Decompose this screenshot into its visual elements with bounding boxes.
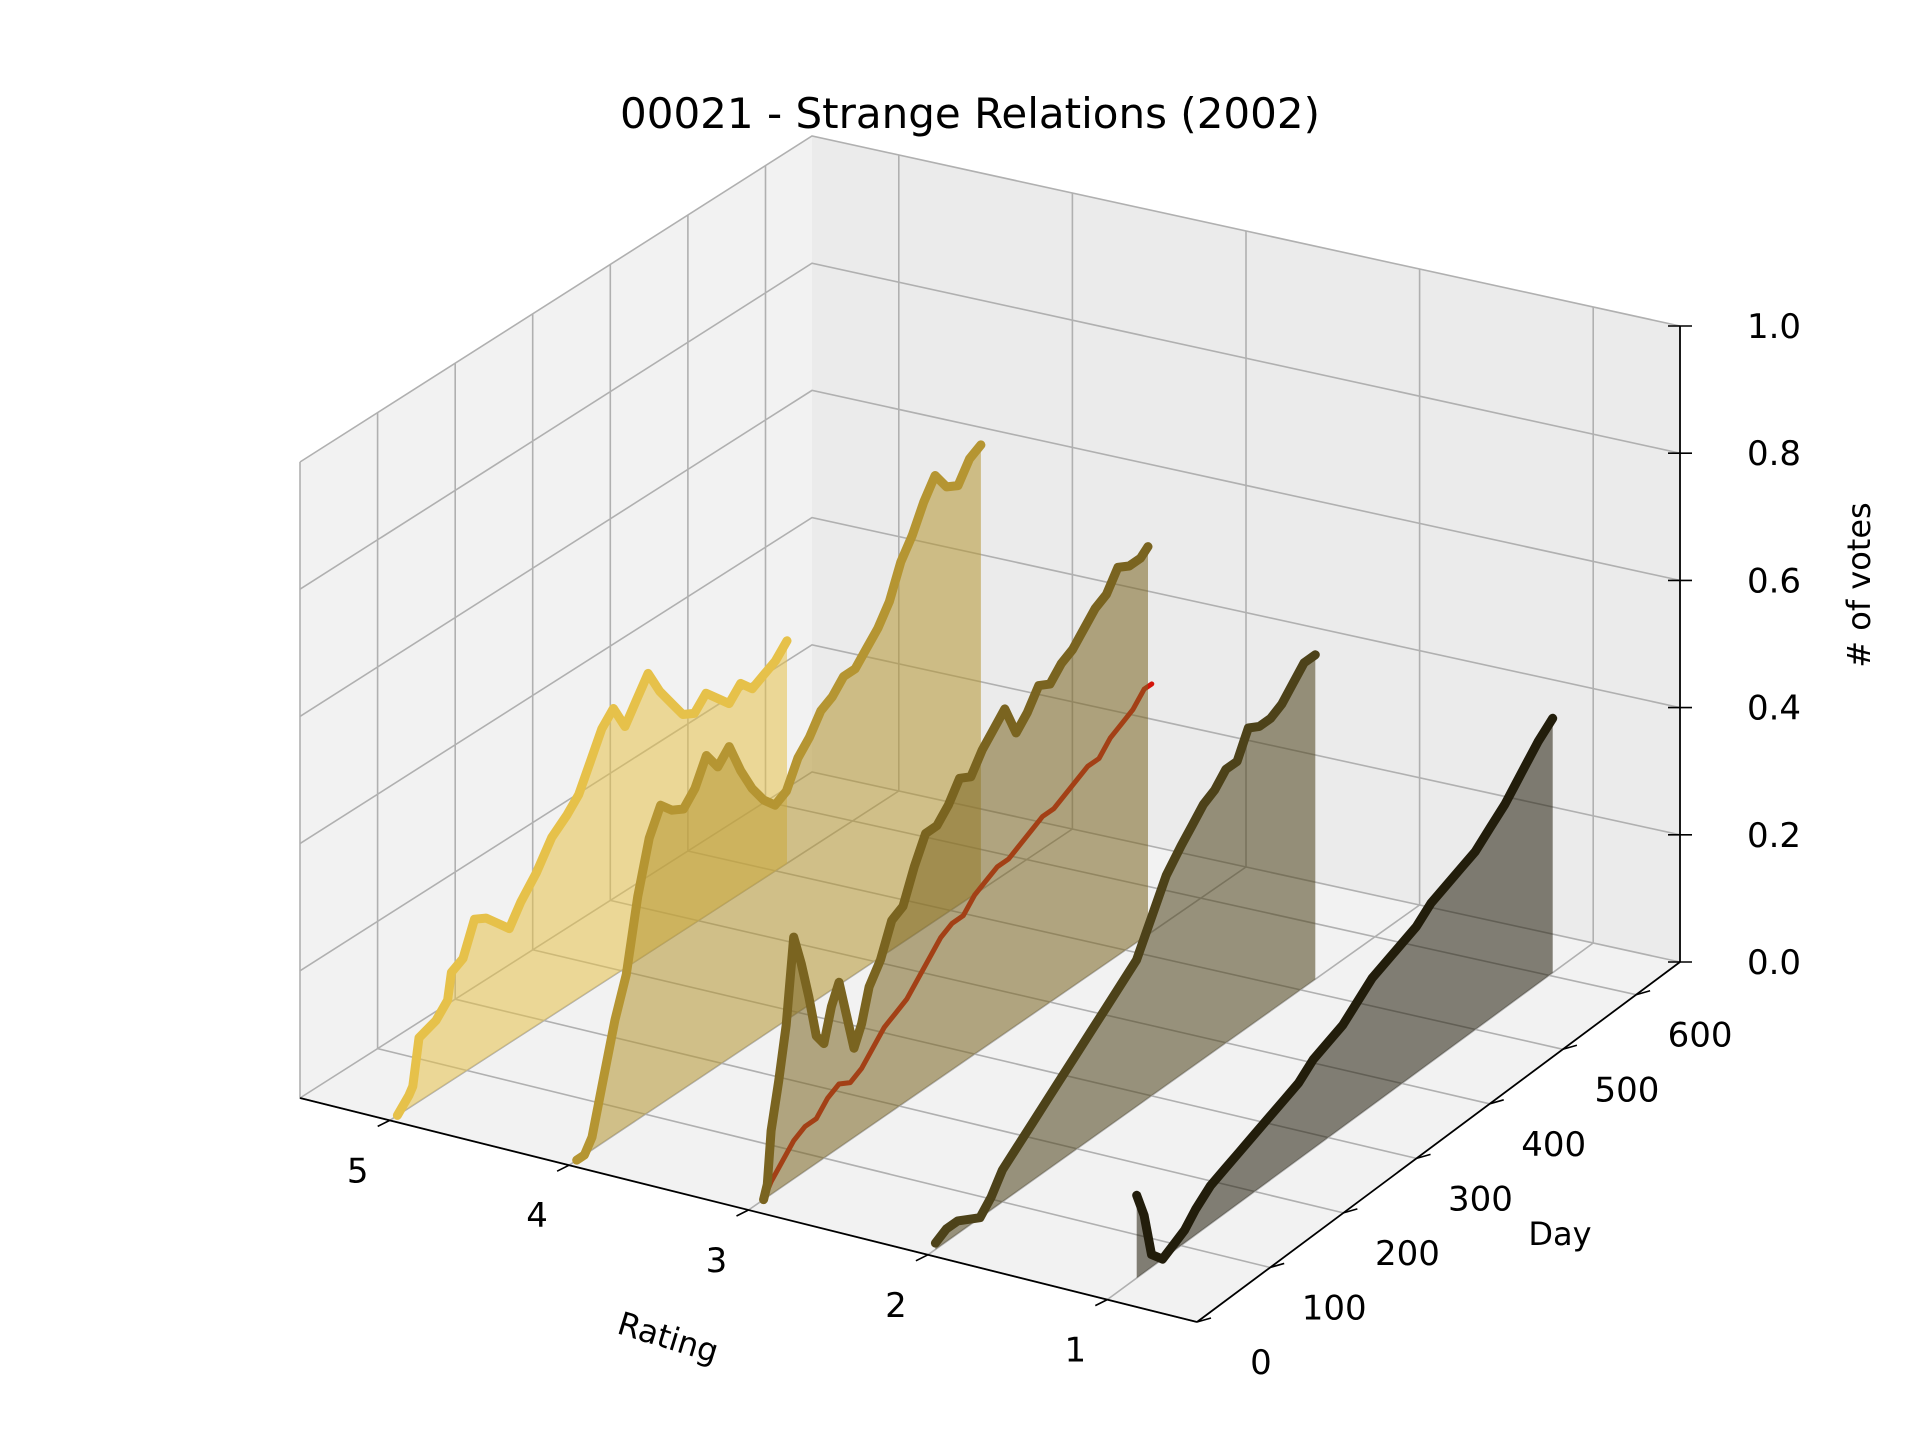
x-tick-label: 4 — [526, 1196, 548, 1236]
z-axis-label: # of votes — [1840, 502, 1878, 667]
x-tick-mark — [377, 1119, 391, 1128]
chart-title: 00021 - Strange Relations (2002) — [620, 89, 1320, 138]
series-fill-rating-1 — [1136, 718, 1553, 1278]
y-axis-line — [1196, 961, 1681, 1323]
z-tick-label: 0.0 — [1747, 943, 1801, 983]
x-tick-label: 1 — [1064, 1331, 1086, 1371]
x-tick-label: 3 — [706, 1241, 728, 1281]
y-axis-label: Day — [1528, 1215, 1591, 1253]
series-line-rating-4 — [572, 440, 986, 1165]
grid-line-votes — [299, 262, 1681, 590]
y-tick-label: 500 — [1594, 1070, 1659, 1110]
x-tick-mark — [1094, 1298, 1108, 1307]
grid-line-votes — [299, 643, 1681, 972]
y-tick-label: 0 — [1250, 1343, 1272, 1383]
series-fill-rating-5 — [397, 640, 787, 1116]
series-line-rating-1 — [1132, 713, 1558, 1264]
y-tick-label: 400 — [1521, 1125, 1586, 1165]
grid-line-votes — [299, 516, 1681, 845]
y-tick-mark — [1562, 1044, 1578, 1051]
series-line-rating-5 — [392, 636, 792, 1120]
y-tick-mark — [1343, 1208, 1358, 1214]
x-axis-label: Rating — [613, 1304, 723, 1371]
x-tick-mark — [915, 1254, 929, 1262]
x-tick-mark — [556, 1164, 570, 1172]
grid-line-votes — [299, 389, 1681, 718]
y-tick-label: 200 — [1375, 1234, 1440, 1274]
y-tick-label: 300 — [1448, 1179, 1513, 1219]
z-tick-label: 1.0 — [1747, 307, 1801, 347]
y-tick-mark — [1416, 1153, 1431, 1160]
series-line-rating-3 — [759, 542, 1153, 1205]
left-wall-pane — [300, 136, 812, 1098]
x-tick-label: 2 — [885, 1286, 907, 1326]
y-tick-mark — [1635, 989, 1651, 996]
z-tick-label: 0.4 — [1747, 689, 1801, 729]
y-tick-mark — [1269, 1262, 1285, 1269]
z-tick-label: 0.6 — [1747, 561, 1801, 601]
y-tick-label: 600 — [1668, 1016, 1733, 1056]
z-tick-label: 0.2 — [1747, 816, 1801, 856]
z-tick-label: 0.8 — [1747, 434, 1801, 474]
grid-line-votes — [299, 135, 1681, 463]
y-tick-mark — [1489, 1099, 1504, 1105]
y-tick-mark — [1196, 1317, 1212, 1323]
series-fill-rating-2 — [935, 654, 1316, 1250]
x-tick-mark — [736, 1209, 749, 1217]
x-tick-label: 5 — [347, 1151, 369, 1191]
series-line-rating-2 — [930, 650, 1320, 1248]
series-group — [392, 440, 1558, 1278]
y-tick-label: 100 — [1302, 1289, 1367, 1329]
